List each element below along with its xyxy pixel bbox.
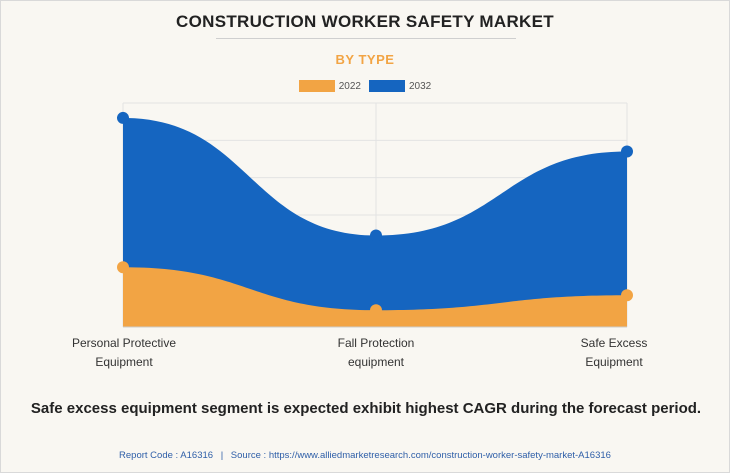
category-label-safe-excess-line1: Safe Excess — [580, 336, 648, 350]
point-2032-1 — [370, 229, 382, 242]
point-2032-0 — [117, 111, 129, 124]
point-2032-2 — [621, 145, 633, 158]
report-code: Report Code : A16316 — [119, 450, 214, 461]
category-label-ppe: Personal Protective Equipment — [44, 334, 204, 372]
point-2022-1 — [370, 304, 382, 317]
category-label-fall-protection-line1: Fall Protection — [337, 336, 415, 350]
category-label-ppe-line1: Personal Protective — [71, 336, 177, 350]
report-separator: | — [220, 450, 224, 461]
chart-subtitle: BY TYPE — [335, 52, 395, 67]
legend-item-2022[interactable]: 2022 — [298, 80, 361, 92]
report-source-line: Report Code : A16316 | Source : https://… — [1, 450, 729, 461]
legend-item-2032[interactable]: 2032 — [369, 80, 431, 92]
title-divider — [216, 38, 516, 39]
category-label-safe-excess: Safe Excess Equipment — [534, 334, 694, 372]
legend-swatch-2022 — [298, 80, 335, 92]
legend: 2022 2032 — [1, 80, 729, 92]
category-label-safe-excess-line2: Equipment — [585, 355, 643, 369]
area-2022 — [123, 267, 627, 327]
category-label-fall-protection-line2: equipment — [347, 355, 405, 369]
category-label-fall-protection: Fall Protection equipment — [296, 334, 456, 372]
point-2022-0 — [117, 261, 129, 274]
category-label-ppe-line2: Equipment — [95, 355, 153, 369]
legend-label-2022: 2022 — [338, 80, 361, 92]
legend-label-2032: 2032 — [409, 80, 432, 92]
chart-title: CONSTRUCTION WORKER SAFETY MARKET — [176, 12, 554, 31]
footer-note: Safe excess equipment segment is expecte… — [30, 400, 702, 417]
point-2022-2 — [621, 289, 633, 302]
source-link[interactable]: Source : https://www.alliedmarketresearc… — [230, 450, 611, 461]
legend-swatch-2032 — [369, 80, 405, 92]
area-2032 — [123, 117, 627, 327]
